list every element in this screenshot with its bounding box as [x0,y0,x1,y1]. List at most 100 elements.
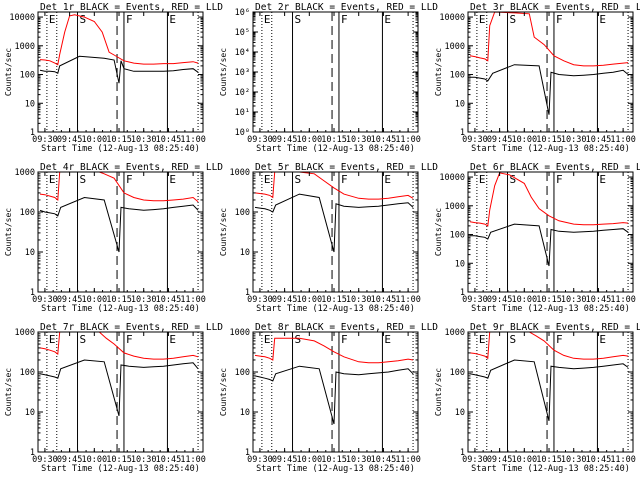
y-tick-label: 100 [450,231,465,241]
x-tick-label: 09:45 [272,135,298,145]
x-tick-label: 10:00 [82,135,108,145]
marker-label: F [126,333,133,346]
y-tick-label: 1 [460,448,465,458]
plot-frame [37,171,204,293]
y-tick-label: 10 [240,248,250,258]
marker-label: F [341,173,348,186]
plot-frame [37,331,204,453]
y-tick-label: 1000 [230,328,250,338]
x-tick-label: 10:00 [82,455,108,465]
x-tick-label: 11:00 [395,135,421,145]
y-tick-label: 1 [460,128,465,138]
x-tick-label: 09:30 [462,295,488,305]
marker-label: E [49,173,56,186]
plot-frame [37,11,204,133]
y-tick-label: 1000 [230,168,250,178]
plot-frame [467,171,634,293]
x-tick-label: 10:15 [106,455,132,465]
marker-label: E [49,333,56,346]
marker-label: F [556,333,563,346]
x-tick-label: 10:30 [561,295,587,305]
x-tick-label: 09:30 [462,455,488,465]
marker-label: F [341,333,348,346]
y-axis-label: Counts/sec [4,368,13,416]
x-tick-label: 09:30 [32,135,58,145]
x-tick-label: 11:00 [610,455,636,465]
series-lld [469,12,629,67]
x-tick-label: 10:15 [536,135,562,145]
y-axis-label: Counts/sec [4,208,13,256]
x-tick-label: 11:00 [610,135,636,145]
y-tick-label: 10⁰ [235,128,250,138]
marker-label: E [384,333,391,346]
y-tick-label: 1 [245,448,250,458]
x-tick-label: 10:00 [297,295,323,305]
marker-label: S [80,333,87,346]
y-axis-label: Counts/sec [434,48,443,96]
x-tick-label: 10:45 [586,455,612,465]
x-tick-label: 10:15 [106,295,132,305]
marker-label: F [341,13,348,26]
marker-label: E [169,333,176,346]
y-tick-label: 1 [30,288,35,298]
x-tick-label: 10:00 [297,135,323,145]
x-axis-label: Start Time (12-Aug-13 08:25:40) [41,464,200,474]
x-axis-label: Start Time (12-Aug-13 08:25:40) [471,144,630,154]
series-events [254,193,414,253]
y-tick-label: 100 [235,208,250,218]
plot-frame [252,171,419,293]
marker-label: E [384,173,391,186]
y-tick-label: 10³ [235,68,250,78]
y-tick-label: 1 [245,288,250,298]
x-axis-label: Start Time (12-Aug-13 08:25:40) [41,304,200,314]
x-tick-label: 09:45 [57,455,83,465]
y-tick-label: 100 [20,71,35,81]
series-events [470,223,629,267]
marker-label: E [384,13,391,26]
x-tick-label: 09:45 [57,135,83,145]
panel-title: Det 4r BLACK = Events, RED = LLD [40,162,223,173]
marker-label: F [126,173,133,186]
series-events [469,359,629,422]
marker-label: S [510,173,517,186]
x-tick-label: 10:30 [346,295,372,305]
x-tick-label: 09:45 [487,135,513,145]
panel-title: Det 7r BLACK = Events, RED = LLD [40,322,223,333]
y-tick-label: 10¹ [235,108,250,118]
x-tick-label: 09:45 [57,295,83,305]
x-tick-label: 10:15 [321,455,347,465]
x-axis-label: Start Time (12-Aug-13 08:25:40) [256,144,415,154]
y-tick-label: 10 [455,408,465,418]
x-tick-label: 10:15 [536,295,562,305]
x-tick-label: 10:15 [321,135,347,145]
marker-label: E [479,173,486,186]
x-tick-label: 10:30 [131,135,157,145]
marker-label: E [479,13,486,26]
marker-label: F [556,13,563,26]
panel-title: Det 1r BLACK = Events, RED = LLD [40,2,223,13]
x-tick-label: 10:45 [371,295,397,305]
x-tick-label: 10:15 [106,135,132,145]
y-tick-label: 1000 [15,328,35,338]
series-events [254,365,414,425]
plot-frame [467,331,634,453]
x-tick-label: 10:45 [371,135,397,145]
panel-title: Det 2r BLACK = Events, RED = LLD [255,2,438,13]
plot-frame [252,11,419,133]
plot-frame [467,11,634,133]
marker-label: E [264,333,271,346]
x-tick-label: 10:00 [297,455,323,465]
x-tick-label: 10:45 [156,295,182,305]
x-tick-label: 09:45 [272,295,298,305]
y-tick-label: 10 [25,99,35,109]
x-axis-label: Start Time (12-Aug-13 08:25:40) [471,304,630,314]
x-tick-label: 10:45 [156,455,182,465]
marker-label: S [510,13,517,26]
x-axis-label: Start Time (12-Aug-13 08:25:40) [256,464,415,474]
